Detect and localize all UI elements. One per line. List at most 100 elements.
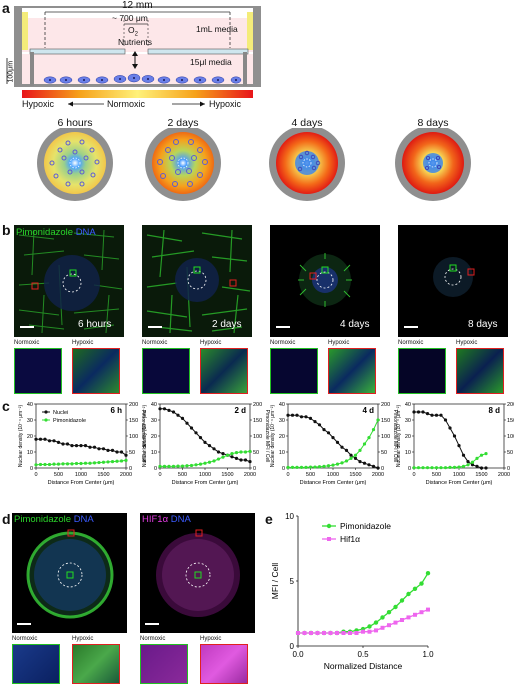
data-point xyxy=(43,437,47,441)
x-tick-label: 500 xyxy=(178,472,187,478)
scale-bar xyxy=(276,326,290,328)
x-tick-label: 0 xyxy=(412,472,415,478)
dna-label: DNA xyxy=(73,514,94,525)
x-tick-label: 500 xyxy=(306,472,315,478)
y2-tick-label: 50 xyxy=(129,450,135,456)
data-point xyxy=(176,413,180,417)
y2-tick-label: 0 xyxy=(381,466,384,472)
y2-tick-label: 200 xyxy=(507,402,514,408)
inset-label: Normoxic xyxy=(270,340,296,346)
gradient-left-label: Hypoxic xyxy=(22,99,55,109)
data-point xyxy=(74,444,79,448)
inset-label: Hypoxic xyxy=(200,340,222,346)
data-point xyxy=(88,445,92,449)
y-axis-label: Nuclear density (10⁻⁴ μm⁻²) xyxy=(396,405,402,468)
data-point xyxy=(185,421,189,425)
data-point xyxy=(400,618,404,622)
data-point xyxy=(335,462,340,466)
data-point xyxy=(425,571,431,576)
data-point xyxy=(115,450,119,454)
data-point xyxy=(399,598,405,603)
data-point xyxy=(479,453,484,457)
data-point xyxy=(97,447,101,451)
data-point xyxy=(416,410,421,414)
y-tick-label: 10 xyxy=(27,450,33,456)
data-point xyxy=(106,448,110,452)
x-tick-label: 0 xyxy=(286,472,289,478)
y-tick-label: 20 xyxy=(279,434,285,440)
data-point xyxy=(198,436,203,440)
x-tick-label: 500 xyxy=(432,472,441,478)
inset-label: Hypoxic xyxy=(72,340,94,346)
data-point xyxy=(326,464,331,468)
data-point xyxy=(295,413,299,417)
data-point xyxy=(470,463,475,467)
data-point xyxy=(308,416,313,420)
data-point xyxy=(313,465,317,469)
data-point xyxy=(167,464,171,468)
data-point xyxy=(70,462,74,466)
inset-label: Hypoxic xyxy=(200,636,222,642)
micrograph-pimo-dna xyxy=(12,513,127,633)
data-point xyxy=(406,615,411,620)
data-point xyxy=(461,453,466,457)
legend-label-nuclei: Nuclei xyxy=(53,410,68,416)
scale-bar xyxy=(20,326,34,328)
y-tick-label: 20 xyxy=(405,434,411,440)
chart-tag: 6 h xyxy=(110,406,122,415)
data-point xyxy=(466,460,470,464)
micrograph-6h: 6 hours xyxy=(14,225,124,337)
data-point xyxy=(413,612,417,617)
inset-hypoxic-8d xyxy=(456,348,504,394)
data-point xyxy=(371,428,376,432)
y-axis-label: MFI / Cell xyxy=(270,563,280,599)
channel-label-row: Pimonidazole DNA xyxy=(16,227,96,238)
x-tick-label: 1000 xyxy=(199,472,211,478)
data-point xyxy=(367,629,372,634)
y-tick-label: 10 xyxy=(151,450,157,456)
data-point xyxy=(221,452,225,456)
o2-text: O xyxy=(128,25,135,35)
data-point xyxy=(34,437,38,441)
pimonidazole-label: Pimonidazole xyxy=(16,227,74,238)
data-point xyxy=(426,607,430,612)
data-point xyxy=(158,407,162,411)
data-point xyxy=(386,610,392,615)
x-tick-label: 2000 xyxy=(498,472,510,478)
data-point xyxy=(83,444,88,448)
y-tick-label: 40 xyxy=(27,402,33,408)
y-axis-label: Nuclear density (10⁻⁴ μm⁻²) xyxy=(142,405,148,468)
data-point xyxy=(212,459,216,463)
data-point xyxy=(101,460,106,464)
inset-hypoxic-pimo xyxy=(72,644,120,684)
y-tick-label: 0 xyxy=(290,642,295,651)
data-point xyxy=(290,465,295,469)
data-point xyxy=(43,462,47,467)
y2-axis-label: Pimonidazole MFI / Cell xyxy=(392,410,398,463)
data-point xyxy=(313,420,317,424)
data-point xyxy=(180,416,185,420)
x-tick-label: 0.5 xyxy=(357,650,369,659)
hif1a-label: HIF1α xyxy=(142,514,169,525)
micrograph-hif-dna xyxy=(140,513,255,633)
micro-time-label: 6 hours xyxy=(78,319,112,330)
data-point xyxy=(367,436,371,440)
data-point xyxy=(194,463,198,467)
height-label: 100μm xyxy=(7,60,15,83)
device-schematic xyxy=(6,6,261,107)
data-point xyxy=(119,459,124,463)
y2-tick-label: 200 xyxy=(129,402,138,408)
data-point xyxy=(70,444,74,448)
series-line xyxy=(298,572,429,634)
data-point xyxy=(425,412,430,416)
data-point xyxy=(189,463,194,468)
data-point xyxy=(448,465,452,469)
data-point xyxy=(367,463,371,467)
x-tick-label: 1000 xyxy=(75,472,87,478)
inset-hypoxic-hif xyxy=(200,644,248,684)
x-tick-label: 2000 xyxy=(120,472,132,478)
data-point xyxy=(83,461,88,465)
data-point xyxy=(340,445,344,449)
y-tick-label: 40 xyxy=(405,402,411,408)
